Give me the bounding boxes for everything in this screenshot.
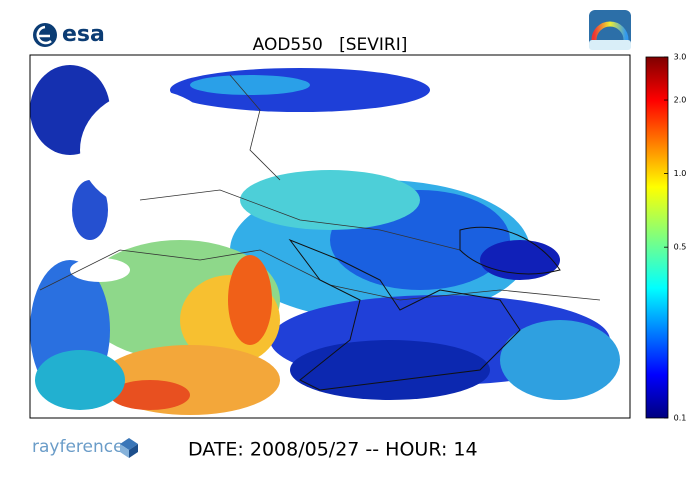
rayference-logo: rayference xyxy=(32,437,138,458)
colorbar xyxy=(645,56,669,419)
logo-text: esa xyxy=(62,22,105,47)
colorbar-tick-label: 0.1 xyxy=(674,414,687,423)
colorbar-tick-label: 1.0 xyxy=(674,169,687,178)
esa-logo: esa xyxy=(33,22,105,47)
aod-map xyxy=(30,55,630,418)
colorbar-tick-label: 3.0 xyxy=(674,53,687,62)
date-text: DATE: 2008/05/27 -- HOUR: 14 xyxy=(188,439,478,461)
brand-text: rayference xyxy=(32,437,124,457)
map-frame xyxy=(29,54,631,419)
title: AOD550 [SEVIRI] xyxy=(253,35,408,55)
project-icon xyxy=(589,10,631,50)
colorbar-tick-label: 0.5 xyxy=(674,243,687,252)
colorbar-tick-label: 2.0 xyxy=(674,96,687,105)
